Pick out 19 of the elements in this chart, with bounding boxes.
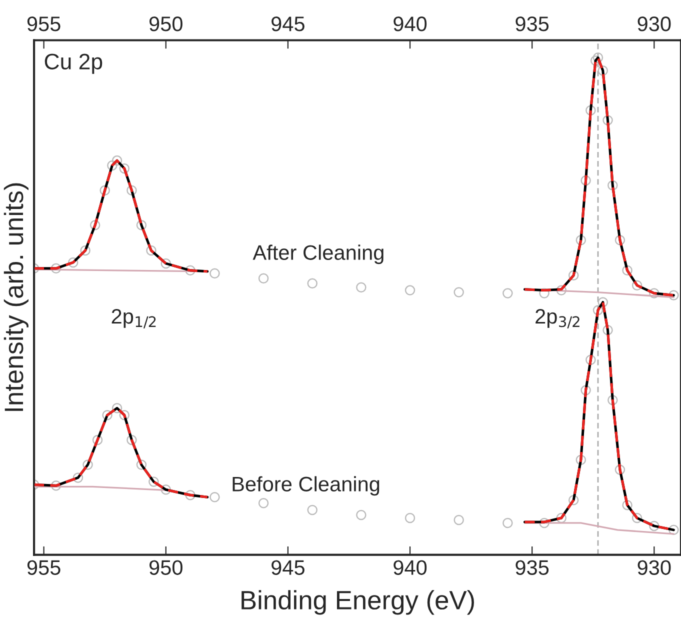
annotation: Before Cleaning xyxy=(232,476,380,496)
y-axis-title: Intensity (arb. units) xyxy=(4,183,28,411)
x2-tick-label: 940 xyxy=(394,16,427,32)
annotation: Cu 2p xyxy=(44,54,102,74)
x-tick-label: 945 xyxy=(272,560,304,575)
x-tick-label: 935 xyxy=(516,560,549,575)
annotation: 2p$_{1/2}$ xyxy=(112,309,156,328)
annotation: After Cleaning xyxy=(252,244,384,264)
annotation: 2p$_{3/2}$ xyxy=(536,309,580,328)
x-axis-title: Binding Energy (eV) xyxy=(242,590,474,615)
x2-tick-label: 950 xyxy=(149,16,182,32)
x-tick-label: 950 xyxy=(149,560,182,575)
x2-tick-label: 945 xyxy=(272,16,304,32)
x2-tick-label: 935 xyxy=(516,16,549,32)
x-tick-label: 955 xyxy=(27,560,60,575)
x2-tick-label: 930 xyxy=(638,16,671,32)
x-tick-label: 940 xyxy=(394,560,427,575)
x-tick-label: 930 xyxy=(638,560,671,575)
x2-tick-label: 955 xyxy=(27,16,60,32)
